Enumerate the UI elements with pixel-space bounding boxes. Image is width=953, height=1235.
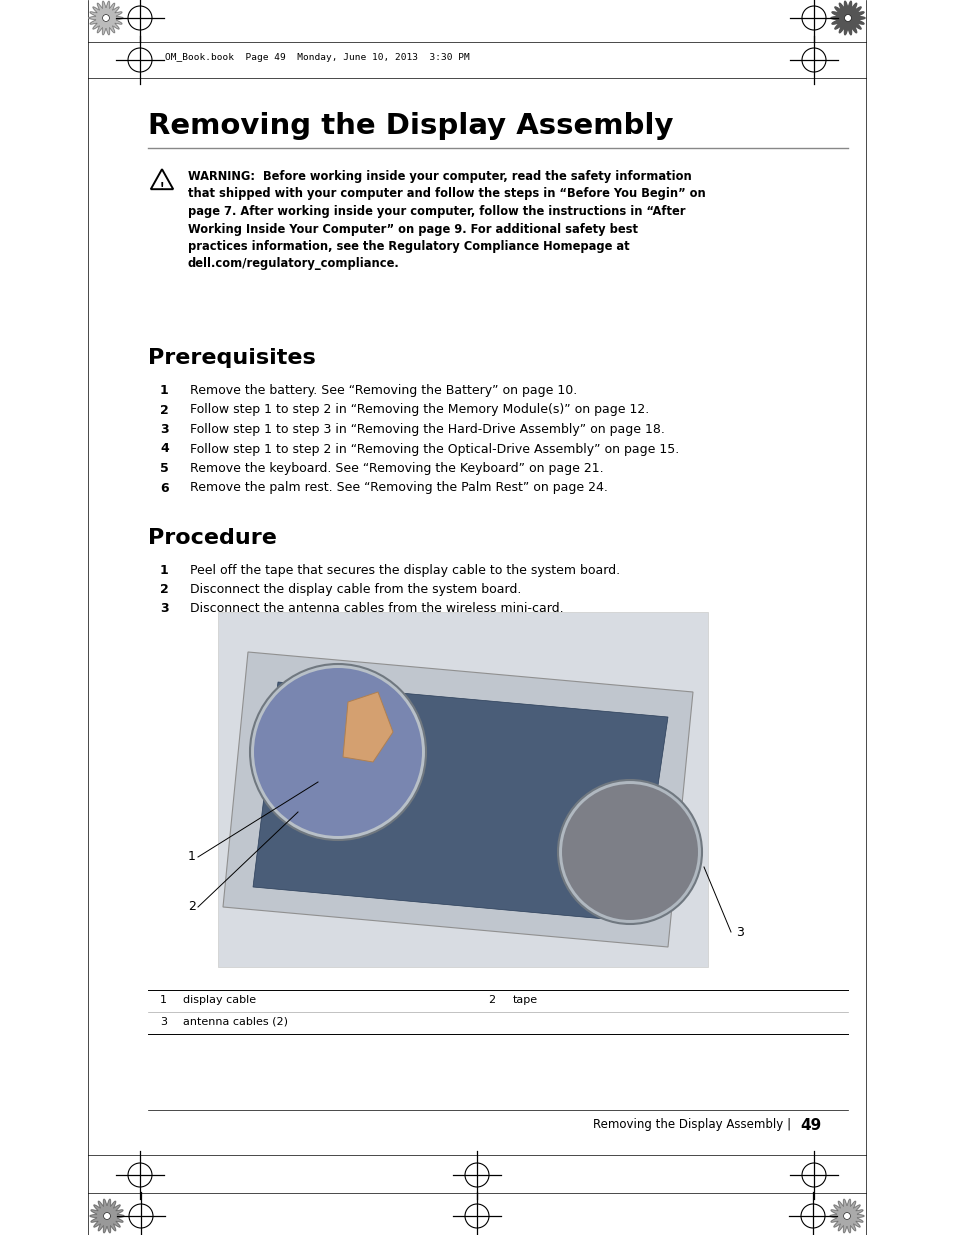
Text: 1: 1 xyxy=(160,564,169,577)
Text: |: | xyxy=(785,1118,789,1131)
Text: Removing the Display Assembly: Removing the Display Assembly xyxy=(148,112,673,140)
Text: 3: 3 xyxy=(735,925,743,939)
Text: Disconnect the display cable from the system board.: Disconnect the display cable from the sy… xyxy=(190,583,521,597)
Polygon shape xyxy=(253,682,667,923)
Text: 1: 1 xyxy=(188,851,195,863)
Text: 2: 2 xyxy=(160,404,169,416)
Text: Procedure: Procedure xyxy=(148,529,276,548)
Text: practices information, see the Regulatory Compliance Homepage at: practices information, see the Regulator… xyxy=(188,240,629,253)
Text: 1: 1 xyxy=(160,995,167,1005)
Text: 2: 2 xyxy=(488,995,495,1005)
Polygon shape xyxy=(829,1199,863,1233)
Polygon shape xyxy=(343,692,393,762)
Text: 4: 4 xyxy=(160,442,169,456)
Text: 3: 3 xyxy=(160,601,169,615)
Text: Remove the keyboard. See “Removing the Keyboard” on page 21.: Remove the keyboard. See “Removing the K… xyxy=(190,462,603,475)
Text: Follow step 1 to step 3 in “Removing the Hard-Drive Assembly” on page 18.: Follow step 1 to step 3 in “Removing the… xyxy=(190,424,664,436)
Text: WARNING:  Before working inside your computer, read the safety information: WARNING: Before working inside your comp… xyxy=(188,170,691,183)
Text: Remove the palm rest. See “Removing the Palm Rest” on page 24.: Remove the palm rest. See “Removing the … xyxy=(190,482,607,494)
Text: 5: 5 xyxy=(160,462,169,475)
Circle shape xyxy=(842,1213,849,1219)
Text: 2: 2 xyxy=(188,900,195,914)
Text: 1: 1 xyxy=(160,384,169,396)
Circle shape xyxy=(561,784,698,920)
Text: Remove the battery. See “Removing the Battery” on page 10.: Remove the battery. See “Removing the Ba… xyxy=(190,384,577,396)
Text: 6: 6 xyxy=(160,482,169,494)
Text: Follow step 1 to step 2 in “Removing the Memory Module(s)” on page 12.: Follow step 1 to step 2 in “Removing the… xyxy=(190,404,649,416)
Text: Prerequisites: Prerequisites xyxy=(148,348,315,368)
Circle shape xyxy=(801,1163,825,1187)
Polygon shape xyxy=(89,1,123,35)
FancyBboxPatch shape xyxy=(218,613,707,967)
Text: that shipped with your computer and follow the steps in “Before You Begin” on: that shipped with your computer and foll… xyxy=(188,188,705,200)
Polygon shape xyxy=(223,652,692,947)
Text: Follow step 1 to step 2 in “Removing the Optical-Drive Assembly” on page 15.: Follow step 1 to step 2 in “Removing the… xyxy=(190,442,679,456)
Text: OM_Book.book  Page 49  Monday, June 10, 2013  3:30 PM: OM_Book.book Page 49 Monday, June 10, 20… xyxy=(165,53,469,62)
Circle shape xyxy=(129,1204,152,1228)
Text: display cable: display cable xyxy=(183,995,255,1005)
Polygon shape xyxy=(830,1,864,35)
Circle shape xyxy=(464,1163,489,1187)
Circle shape xyxy=(250,664,426,840)
Circle shape xyxy=(801,1204,824,1228)
Text: Disconnect the antenna cables from the wireless mini-card.: Disconnect the antenna cables from the w… xyxy=(190,601,563,615)
Text: Working Inside Your Computer” on page 9. For additional safety best: Working Inside Your Computer” on page 9.… xyxy=(188,222,638,236)
Text: 3: 3 xyxy=(160,1016,167,1028)
Circle shape xyxy=(128,6,152,30)
Text: !: ! xyxy=(159,182,164,191)
Circle shape xyxy=(253,668,421,836)
Polygon shape xyxy=(288,701,417,782)
Circle shape xyxy=(104,1213,111,1219)
Circle shape xyxy=(843,15,850,21)
Circle shape xyxy=(128,1163,152,1187)
Text: 2: 2 xyxy=(160,583,169,597)
Text: tape: tape xyxy=(513,995,537,1005)
Polygon shape xyxy=(90,1199,124,1233)
Circle shape xyxy=(558,781,701,924)
Circle shape xyxy=(128,48,152,72)
Text: 3: 3 xyxy=(160,424,169,436)
Text: page 7. After working inside your computer, follow the instructions in “After: page 7. After working inside your comput… xyxy=(188,205,685,219)
Circle shape xyxy=(801,6,825,30)
Text: dell.com/regulatory_compliance.: dell.com/regulatory_compliance. xyxy=(188,258,399,270)
Text: antenna cables (2): antenna cables (2) xyxy=(183,1016,288,1028)
Circle shape xyxy=(103,15,110,21)
Text: Removing the Display Assembly: Removing the Display Assembly xyxy=(592,1118,782,1131)
Circle shape xyxy=(801,48,825,72)
Text: Peel off the tape that secures the display cable to the system board.: Peel off the tape that secures the displ… xyxy=(190,564,619,577)
Circle shape xyxy=(464,1204,489,1228)
Text: 49: 49 xyxy=(800,1118,821,1132)
